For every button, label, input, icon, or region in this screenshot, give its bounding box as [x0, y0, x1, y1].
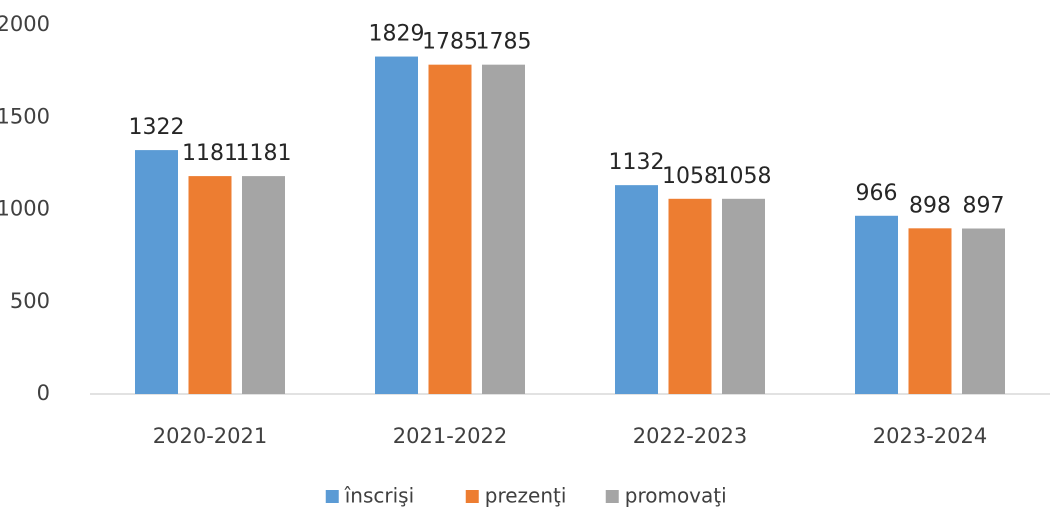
data-label: 1058 — [662, 164, 718, 189]
bar — [135, 150, 178, 394]
x-tick-label: 2022-2023 — [633, 424, 747, 448]
y-tick-label: 500 — [10, 289, 50, 313]
legend-label: înscrişi — [344, 484, 414, 508]
legend-swatch — [605, 490, 619, 503]
data-label: 897 — [963, 194, 1005, 219]
legend-swatch — [325, 490, 339, 503]
bar — [855, 215, 898, 394]
data-label: 966 — [856, 181, 898, 206]
data-label: 1322 — [129, 115, 185, 140]
legend-label: prezenţi — [485, 484, 567, 508]
data-label: 1181 — [236, 141, 292, 166]
bar — [428, 64, 472, 394]
data-label: 898 — [909, 193, 951, 218]
bar — [482, 64, 525, 394]
bar — [722, 198, 765, 394]
y-tick-label: 2000 — [0, 12, 50, 36]
x-tick-label: 2021-2022 — [393, 424, 507, 448]
data-label: 1058 — [716, 164, 772, 189]
x-tick-label: 2023-2024 — [873, 424, 987, 448]
data-label: 1785 — [422, 30, 478, 55]
data-label: 1785 — [476, 30, 532, 55]
data-label: 1829 — [369, 22, 425, 47]
y-tick-label: 1000 — [0, 197, 50, 221]
bar — [908, 228, 952, 394]
data-label: 1132 — [609, 150, 665, 175]
y-tick-label: 1500 — [0, 104, 50, 128]
bar — [962, 228, 1005, 394]
y-tick-label: 0 — [37, 381, 50, 405]
x-tick-label: 2020-2021 — [153, 424, 267, 448]
legend-label: promovaţi — [625, 484, 727, 508]
bar — [188, 176, 232, 394]
bar — [375, 56, 418, 394]
legend-swatch — [465, 490, 479, 503]
bar — [615, 185, 658, 394]
bar — [668, 198, 712, 394]
data-label: 1181 — [182, 141, 238, 166]
bar — [242, 176, 285, 394]
